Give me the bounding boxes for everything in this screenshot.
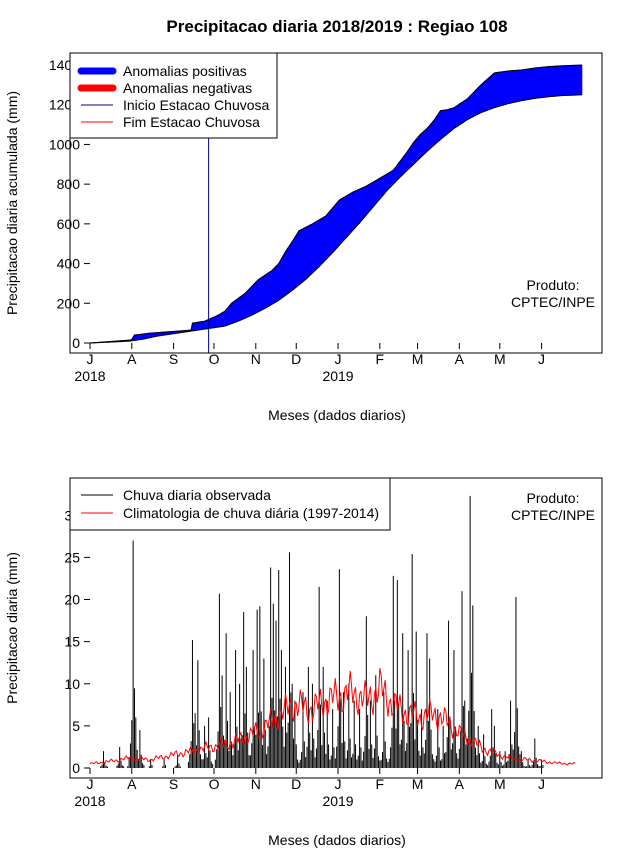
year-label: 2019 xyxy=(322,368,353,384)
x-tick-label: J xyxy=(538,351,545,367)
climatology-line-group xyxy=(89,668,576,766)
product-label-top: Produto: xyxy=(527,277,580,293)
product-name-top: CPTEC/INPE xyxy=(511,294,595,310)
x-tick-label: F xyxy=(376,351,385,367)
product-label-bottom: Produto: xyxy=(527,490,580,506)
x-tick-label: J xyxy=(335,776,342,792)
legend-text-positive: Anomalias positivas xyxy=(123,63,247,79)
y-tick-label: 25 xyxy=(64,549,80,565)
y-tick-label: 5 xyxy=(72,718,80,734)
x-tick-label: S xyxy=(169,351,178,367)
legend-box-bottom xyxy=(69,477,391,531)
x-tick-label: S xyxy=(169,776,178,792)
daily-bars xyxy=(100,495,544,768)
y-axis-label-bottom: Precipitacao diaria (mm) xyxy=(4,552,20,704)
x-tick-label: A xyxy=(455,351,465,367)
legend-text-climatology: Climatologia de chuva diária (1997-2014) xyxy=(123,505,379,521)
legend-box-top xyxy=(69,52,278,139)
y-tick-label: 0 xyxy=(72,760,80,776)
legend-text-negative: Anomalias negativas xyxy=(123,80,252,96)
x-tick-label: J xyxy=(87,776,94,792)
positive-anomaly-area xyxy=(580,64,583,96)
x-tick-label: F xyxy=(376,776,385,792)
chart-title: Precipitacao diaria 2018/2019 : Regiao 1… xyxy=(166,17,507,36)
legend-bottom: Chuva diaria observada Climatologia de c… xyxy=(69,477,391,531)
plot-frame-top xyxy=(69,52,603,354)
x-axis-label-bottom: Meses (dados diarios) xyxy=(268,832,406,848)
x-tick-label: M xyxy=(494,776,506,792)
y-tick-label: 1000 xyxy=(49,136,80,152)
x-tick-label: N xyxy=(251,351,261,367)
x-tick-label: J xyxy=(538,776,545,792)
x-tick-label: D xyxy=(291,776,301,792)
x-tick-label: O xyxy=(209,351,220,367)
year-label: 2019 xyxy=(322,793,353,809)
x-tick-label: M xyxy=(494,351,506,367)
legend-top: Anomalias positivas Anomalias negativas … xyxy=(69,52,278,139)
legend-text-end: Fim Estacao Chuvosa xyxy=(123,114,260,130)
x-tick-label: A xyxy=(127,776,137,792)
x-tick-label: D xyxy=(291,351,301,367)
y-tick-label: 600 xyxy=(57,216,81,232)
y-tick-label: 0 xyxy=(72,335,80,351)
climatology-cumulative-line xyxy=(89,94,582,344)
y-axis-bottom: 051015202530 xyxy=(64,507,90,776)
x-tick-label: A xyxy=(455,776,465,792)
y-tick-label: 20 xyxy=(64,592,80,608)
legend-text-start: Inicio Estacao Chuvosa xyxy=(123,97,270,113)
x-axis-label-top: Meses (dados diarios) xyxy=(268,407,406,423)
legend-text-observed: Chuva diaria observada xyxy=(123,487,271,503)
x-tick-label: N xyxy=(251,776,261,792)
year-label: 2018 xyxy=(74,793,105,809)
y-axis-label-top: Precipitacao diaria acumulada (mm) xyxy=(4,91,20,315)
x-tick-label: J xyxy=(87,351,94,367)
y-tick-label: 800 xyxy=(57,176,81,192)
y-tick-label: 200 xyxy=(57,295,81,311)
y-tick-label: 10 xyxy=(64,676,80,692)
x-tick-label: A xyxy=(127,351,137,367)
x-tick-label: M xyxy=(412,351,424,367)
y-tick-label: 15 xyxy=(64,634,80,650)
x-tick-label: J xyxy=(335,351,342,367)
x-tick-label: M xyxy=(412,776,424,792)
observed-cumulative-line xyxy=(89,64,583,344)
x-tick-label: O xyxy=(209,776,220,792)
y-tick-label: 400 xyxy=(57,256,81,272)
year-label: 2018 xyxy=(74,368,105,384)
product-name-bottom: CPTEC/INPE xyxy=(511,507,595,523)
climatology-line xyxy=(89,668,576,766)
